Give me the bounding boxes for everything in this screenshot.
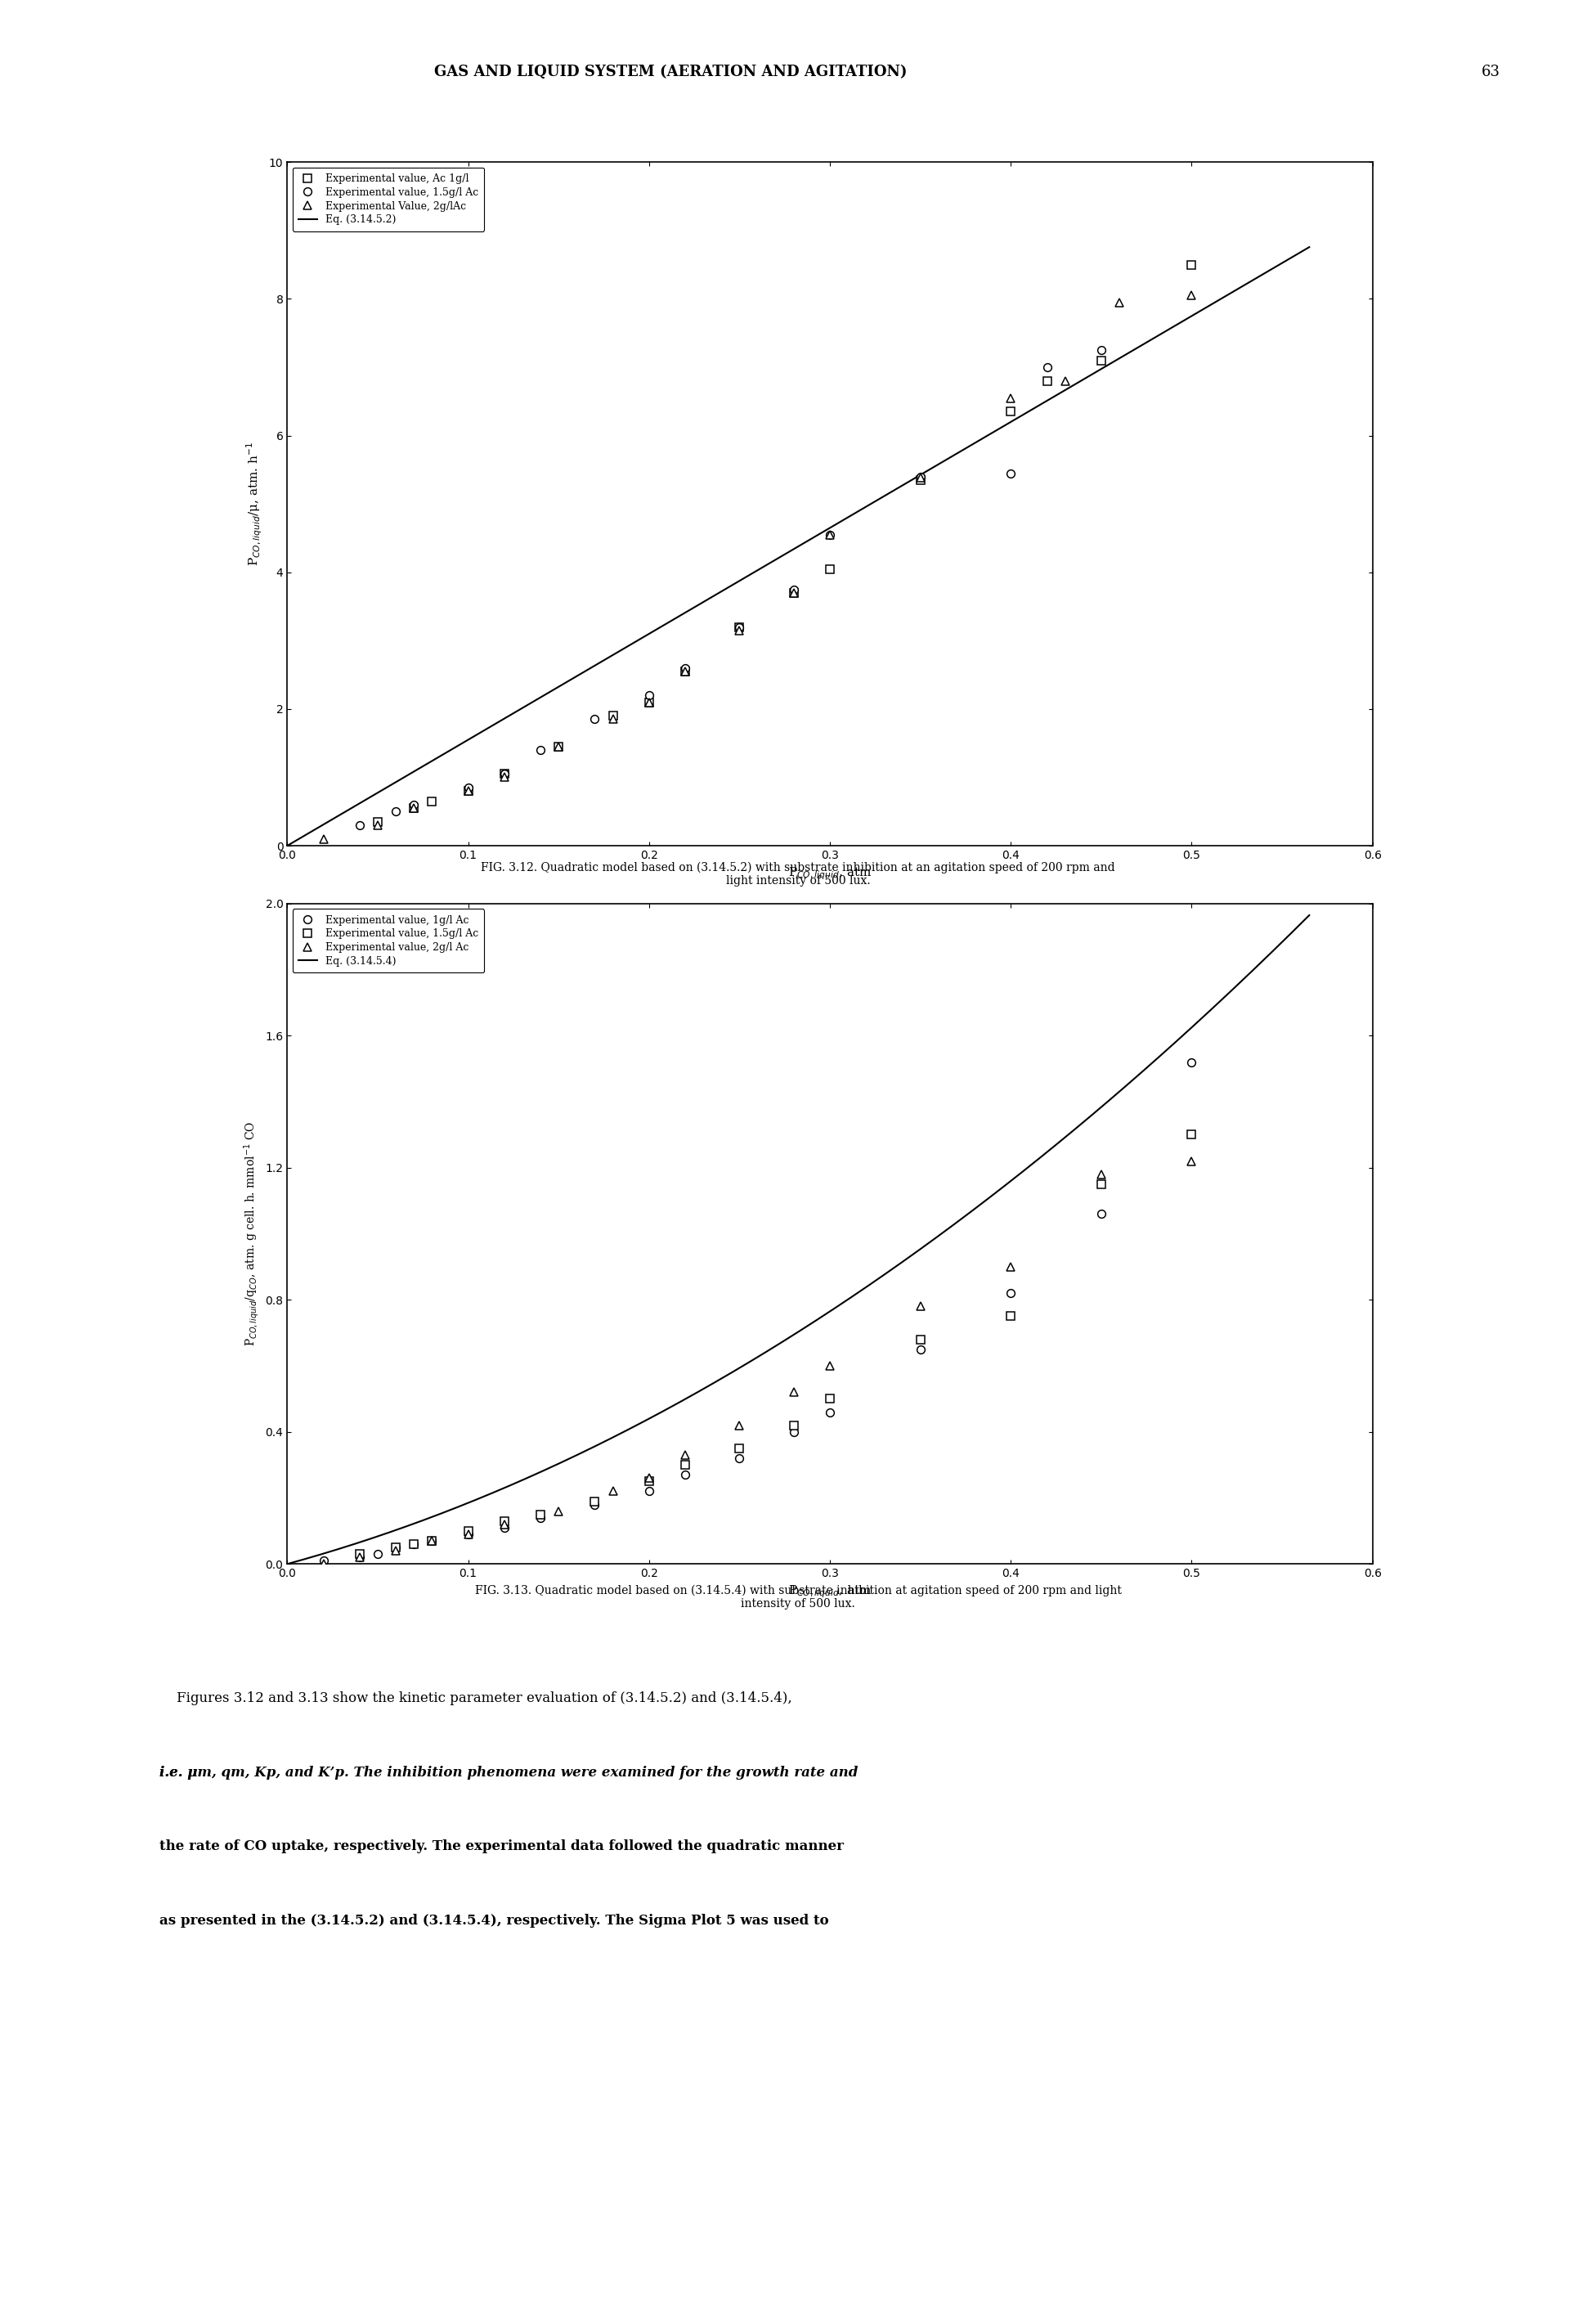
Text: GAS AND LIQUID SYSTEM (AERATION AND AGITATION): GAS AND LIQUID SYSTEM (AERATION AND AGIT… bbox=[434, 65, 907, 79]
Text: as presented in the (3.14.5.2) and (3.14.5.4), respectively. The Sigma Plot 5 wa: as presented in the (3.14.5.2) and (3.14… bbox=[160, 1914, 828, 1928]
Text: i.e. μ: i.e. μ bbox=[160, 1766, 198, 1779]
Y-axis label: P$_{CO, liquid}$/q$_{CO}$, atm. g cell. h. mmol$^{-1}$ CO: P$_{CO, liquid}$/q$_{CO}$, atm. g cell. … bbox=[243, 1121, 260, 1346]
X-axis label: P$_{CO, liquid}$, atm: P$_{CO, liquid}$, atm bbox=[788, 1585, 871, 1601]
Text: FIG. 3.13. Quadratic model based on (3.14.5.4) with substrate inhibition at agit: FIG. 3.13. Quadratic model based on (3.1… bbox=[474, 1585, 1122, 1610]
Text: the rate of CO uptake, respectively. The experimental data followed the quadrati: the rate of CO uptake, respectively. The… bbox=[160, 1840, 844, 1854]
Legend: Experimental value, 1g/l Ac, Experimental value, 1.5g/l Ac, Experimental value, : Experimental value, 1g/l Ac, Experimenta… bbox=[292, 908, 484, 973]
Text: Figures 3.12 and 3.13 show the kinetic parameter evaluation of (3.14.5.2) and (3: Figures 3.12 and 3.13 show the kinetic p… bbox=[160, 1691, 792, 1705]
Text: i.e. μm, qm, Kp, and K’p. The inhibition phenomena were examined for the growth : i.e. μm, qm, Kp, and K’p. The inhibition… bbox=[160, 1766, 859, 1779]
Y-axis label: P$_{CO, liquid}$/μ, atm. h$^{-1}$: P$_{CO, liquid}$/μ, atm. h$^{-1}$ bbox=[246, 443, 265, 565]
X-axis label: P$_{CO, liquid}$, atm: P$_{CO, liquid}$, atm bbox=[788, 867, 871, 883]
Text: FIG. 3.12. Quadratic model based on (3.14.5.2) with substrate inhibition at an a: FIG. 3.12. Quadratic model based on (3.1… bbox=[480, 862, 1116, 887]
Legend: Experimental value, Ac 1g/l, Experimental value, 1.5g/l Ac, Experimental Value, : Experimental value, Ac 1g/l, Experimenta… bbox=[292, 167, 484, 232]
Text: 63: 63 bbox=[1481, 65, 1500, 79]
